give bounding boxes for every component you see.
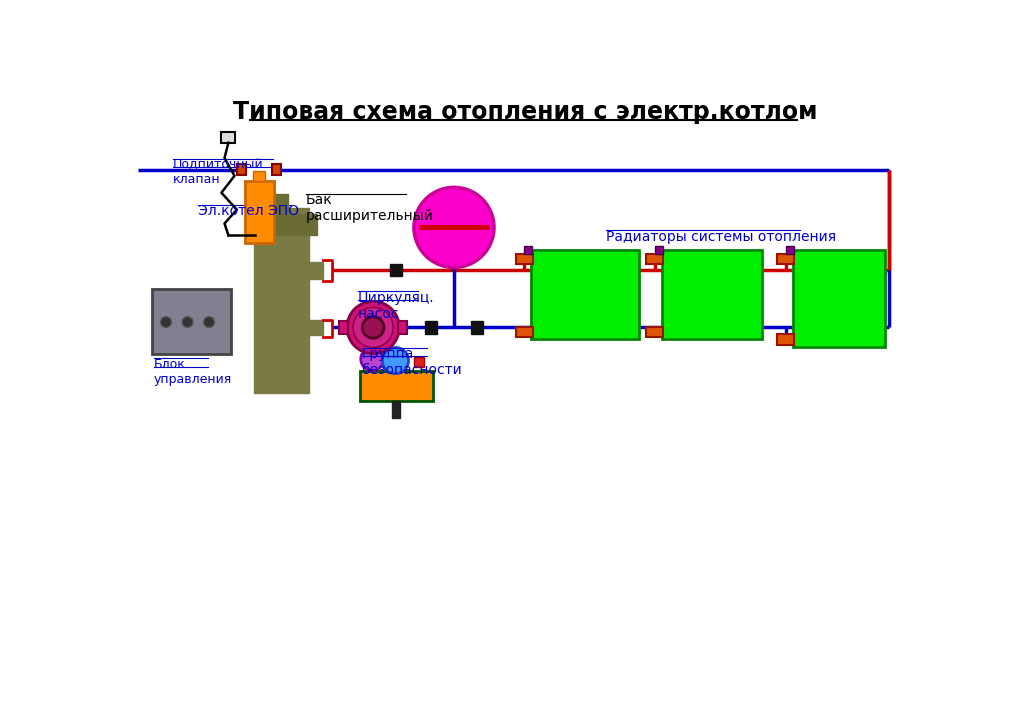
Text: Блок
управления: Блок управления bbox=[154, 358, 231, 385]
Text: Бак
расширительный: Бак расширительный bbox=[306, 193, 434, 223]
Bar bbox=[245, 181, 273, 243]
Text: Подпиточный
клапан: Подпиточный клапан bbox=[173, 158, 263, 186]
Circle shape bbox=[347, 301, 399, 353]
Bar bbox=[253, 171, 265, 181]
Bar bbox=[397, 321, 407, 334]
Bar bbox=[777, 254, 795, 265]
Text: Радиаторы системы отопления: Радиаторы системы отопления bbox=[606, 230, 837, 244]
Bar bbox=[390, 264, 402, 276]
Bar bbox=[153, 289, 230, 355]
Bar bbox=[272, 164, 282, 175]
Bar bbox=[392, 401, 400, 417]
Circle shape bbox=[362, 317, 384, 338]
Bar bbox=[646, 326, 664, 337]
Bar bbox=[515, 326, 532, 337]
Bar bbox=[777, 334, 795, 345]
Text: Циркуляц.
насос: Циркуляц. насос bbox=[357, 291, 434, 321]
Text: Типовая схема отопления с электр.котлом: Типовая схема отопления с электр.котлом bbox=[232, 100, 817, 124]
Text: Группа
безопасности: Группа безопасности bbox=[361, 347, 462, 377]
Bar bbox=[237, 164, 246, 175]
Circle shape bbox=[382, 348, 409, 374]
Circle shape bbox=[414, 188, 494, 268]
Bar bbox=[309, 320, 323, 335]
Bar bbox=[265, 194, 289, 216]
Bar bbox=[531, 251, 639, 339]
Circle shape bbox=[182, 317, 193, 327]
Bar bbox=[221, 132, 236, 142]
Circle shape bbox=[204, 317, 214, 327]
Bar bbox=[662, 251, 762, 339]
Circle shape bbox=[353, 308, 393, 348]
Bar bbox=[646, 254, 664, 265]
Bar bbox=[524, 246, 531, 254]
Bar bbox=[785, 246, 794, 254]
Bar bbox=[246, 214, 316, 235]
Bar bbox=[254, 208, 309, 393]
Text: Эл.котел ЭПО: Эл.котел ЭПО bbox=[199, 204, 299, 218]
Bar bbox=[339, 321, 348, 334]
Bar bbox=[515, 254, 532, 265]
Bar bbox=[793, 251, 885, 347]
Bar bbox=[425, 321, 437, 334]
Circle shape bbox=[360, 348, 384, 371]
Bar bbox=[471, 321, 483, 334]
Bar bbox=[309, 262, 323, 279]
Bar bbox=[414, 357, 424, 366]
Bar bbox=[655, 246, 663, 254]
Circle shape bbox=[161, 317, 171, 327]
Bar bbox=[360, 371, 433, 401]
